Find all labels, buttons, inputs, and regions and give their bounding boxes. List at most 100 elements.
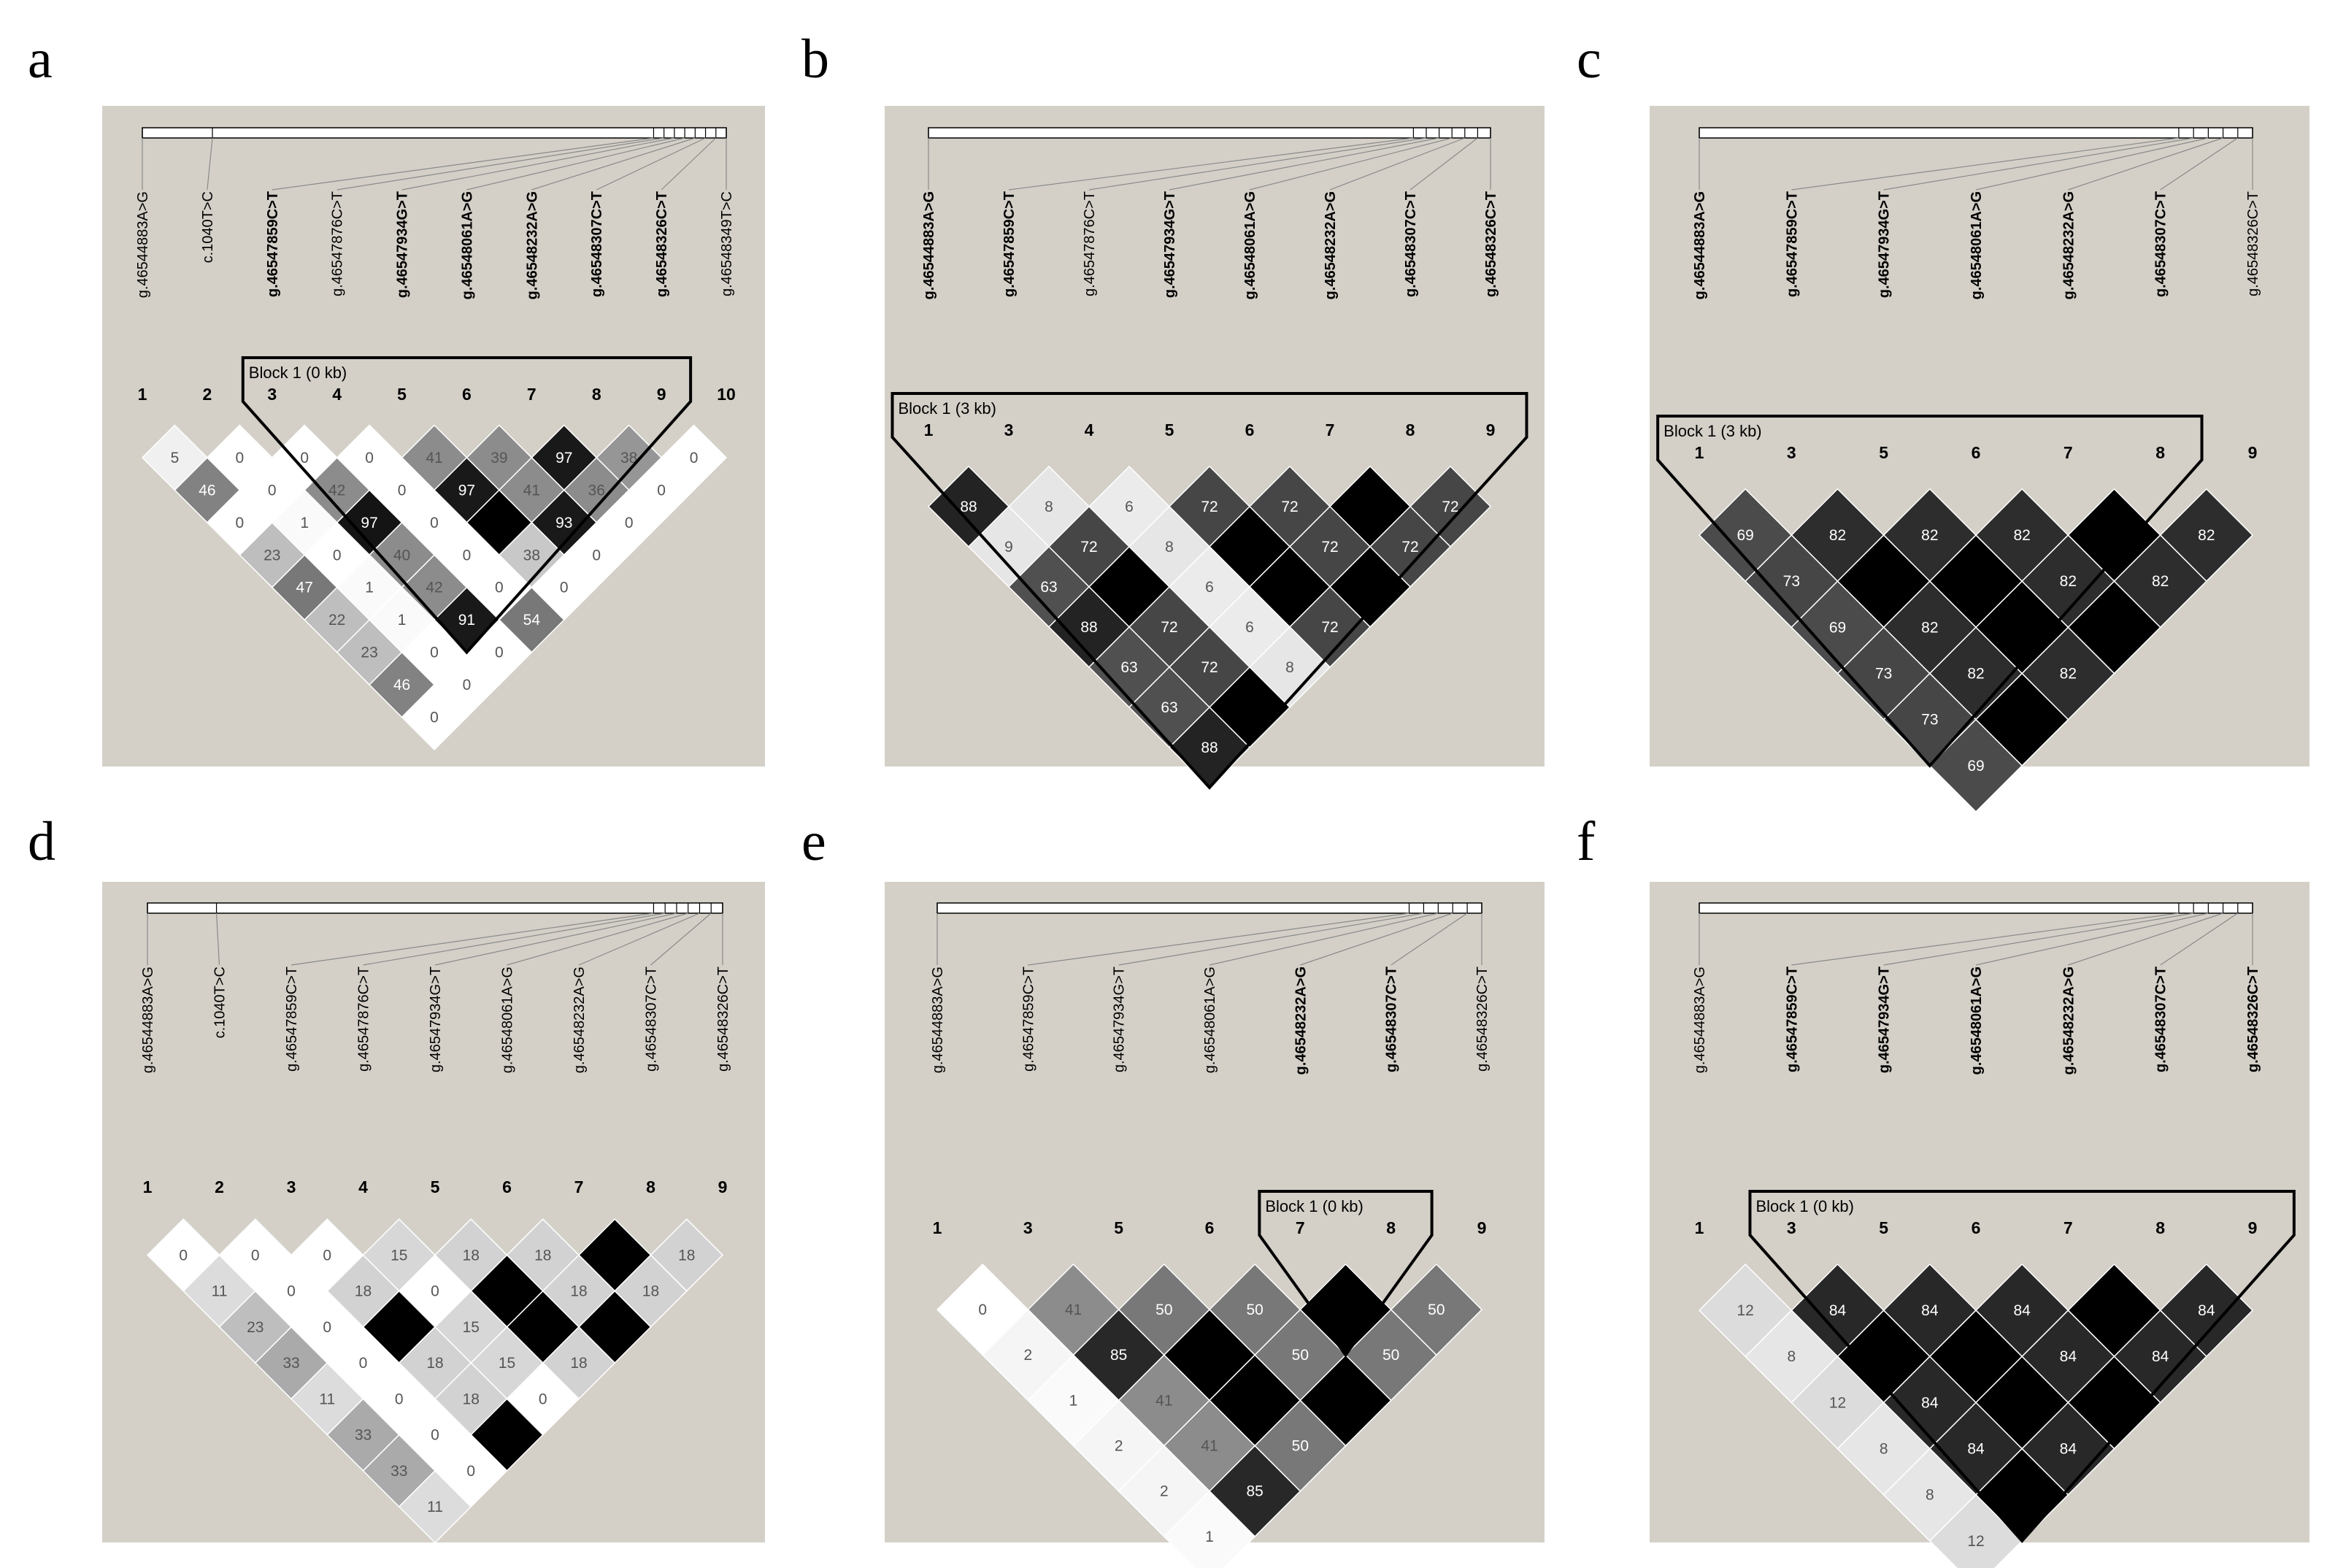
haplotype-block-outline — [891, 392, 1528, 790]
ld-value: 46 — [199, 482, 215, 499]
marker-index: 6 — [1245, 420, 1255, 439]
ld-value: 15 — [391, 1247, 407, 1264]
snp-label: g.46547876C>T — [330, 191, 346, 296]
ld-value: 82 — [1921, 527, 1938, 544]
ld-value: 8 — [1880, 1441, 1888, 1458]
ld-value: 88 — [960, 499, 977, 515]
ld-value: 18 — [463, 1247, 480, 1264]
snp-label: g.46548061A>G — [500, 966, 516, 1073]
snp-label: g.46547859C>T — [1784, 966, 1800, 1072]
ld-value: 42 — [426, 580, 442, 596]
marker-index: 6 — [462, 385, 472, 404]
marker-index: 4 — [358, 1177, 368, 1196]
marker-connector — [466, 137, 685, 191]
ld-value: 11 — [212, 1283, 228, 1300]
ld-value: 1 — [1069, 1392, 1078, 1409]
ld-value: 0 — [463, 677, 472, 693]
ld-value: 0 — [365, 450, 374, 466]
ld-value: 23 — [247, 1319, 264, 1336]
ld-value: 0 — [690, 450, 699, 466]
marker-index: 8 — [1406, 420, 1415, 439]
ld-value: 91 — [458, 612, 475, 629]
ld-value: 0 — [495, 645, 504, 661]
panel-label: b — [801, 28, 829, 90]
ld-value: 0 — [287, 1283, 296, 1300]
panel-label: f — [1577, 811, 1596, 872]
ld-value: 42 — [328, 482, 345, 499]
marker-index: 7 — [2063, 443, 2073, 462]
ld-value: 82 — [1921, 619, 1938, 636]
ld-value: 11 — [427, 1499, 443, 1515]
ld-value: 0 — [657, 482, 666, 499]
panel-label: e — [801, 811, 826, 872]
snp-label: g.46548061A>G — [459, 191, 475, 299]
ld-value: 84 — [2152, 1348, 2169, 1365]
marker-index: 9 — [2248, 443, 2258, 462]
snp-label: g.46548061A>G — [1242, 191, 1258, 299]
ld-value: 0 — [235, 515, 244, 531]
ld-value: 41 — [1065, 1302, 1082, 1318]
ld-value: 18 — [570, 1283, 587, 1300]
ld-value: 88 — [1080, 619, 1097, 636]
panel-a: a g.46544883A>G c.1040T>C g.46547859C>T g.46… — [28, 28, 765, 766]
marker-connector — [363, 912, 666, 966]
marker-connector — [1118, 912, 1424, 966]
gene-ruler — [1699, 127, 2253, 139]
ld-value: 5 — [171, 450, 180, 466]
ld-value: 1 — [398, 612, 407, 629]
ld-value: 73 — [1875, 666, 1892, 683]
snp-label: g.46547934G>T — [1112, 966, 1128, 1072]
ld-value: 82 — [2198, 527, 2215, 544]
ld-value: 0 — [431, 1427, 439, 1444]
marker-index: 1 — [143, 1177, 153, 1196]
snp-label: g.46548326C>T — [1474, 966, 1491, 1072]
snp-label: g.46548326C>T — [715, 966, 731, 1072]
ld-value: 8 — [1285, 659, 1294, 676]
ld-value: 0 — [463, 547, 472, 564]
snp-label: g.46548307C>T — [1403, 191, 1419, 297]
ld-value: 72 — [1281, 499, 1298, 515]
ld-value: 18 — [534, 1247, 551, 1264]
marker-index: 1 — [1695, 1218, 1704, 1237]
panel-c: c g.46544883A>G g.46547859C>T g.46547934G>T… — [1577, 28, 2309, 813]
ld-value: 84 — [2013, 1302, 2031, 1319]
marker-index: 3 — [1787, 443, 1796, 462]
ld-value: 97 — [458, 482, 475, 499]
ld-value: 69 — [1967, 758, 1984, 775]
ld-value: 2 — [1160, 1483, 1169, 1500]
marker-connector — [434, 912, 677, 966]
ld-value: 0 — [235, 450, 244, 466]
panel-e: e g.46544883A>G g.46547859C>T g.46547934G>T… — [801, 811, 1545, 1568]
snp-label: g.46544883A>G — [1692, 191, 1708, 299]
ld-value: 72 — [1401, 539, 1418, 556]
ld-value: 72 — [1442, 499, 1458, 515]
marker-index: 6 — [1972, 1218, 1981, 1237]
ld-value: 54 — [523, 612, 541, 629]
marker-index: 5 — [431, 1177, 440, 1196]
ld-value: 41 — [426, 450, 442, 466]
snp-label: g.46544883A>G — [921, 191, 937, 299]
marker-index: 3 — [267, 385, 277, 404]
ld-value: 1 — [365, 580, 374, 596]
snp-label: g.46548232A>G — [1323, 191, 1339, 299]
snp-label: g.46548061A>G — [1202, 966, 1218, 1073]
ld-value: 18 — [570, 1355, 587, 1372]
ld-value: 1 — [300, 515, 309, 531]
snp-label: g.46548232A>G — [572, 966, 588, 1073]
ld-value: 50 — [1155, 1302, 1172, 1318]
marker-connector — [578, 912, 700, 966]
snp-label: g.46544883A>G — [135, 191, 151, 298]
panel-f: f g.46544883A>G g.46547859C>T g.46547934G>T… — [1577, 811, 2309, 1568]
block-label: Block 1 (0 kb) — [1755, 1197, 1854, 1215]
haplotype-block-outline — [1656, 415, 2204, 768]
marker-index: 8 — [1386, 1218, 1396, 1237]
ld-value: 0 — [268, 482, 277, 499]
marker-index: 3 — [287, 1177, 296, 1196]
ld-value: 11 — [319, 1391, 335, 1407]
marker-index: 1 — [924, 420, 934, 439]
ld-value: 39 — [491, 450, 507, 466]
ld-value: 6 — [1125, 499, 1134, 515]
ld-value: 0 — [430, 515, 439, 531]
ld-value: 0 — [466, 1463, 475, 1480]
